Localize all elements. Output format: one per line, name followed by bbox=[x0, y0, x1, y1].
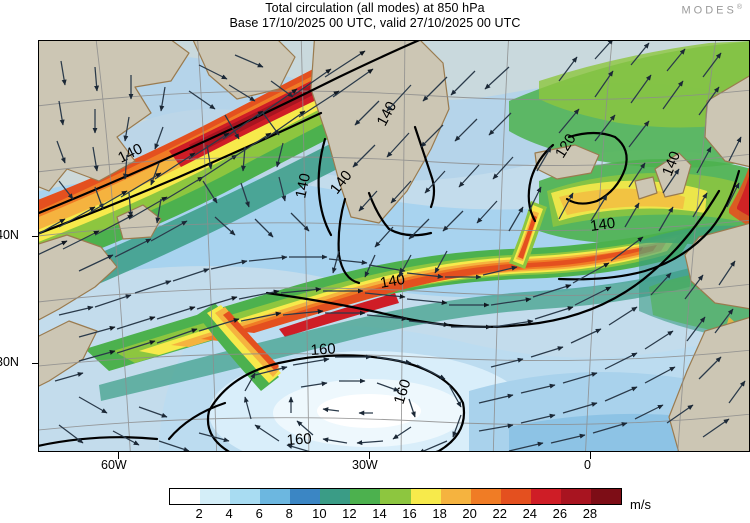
contour-label: 160 bbox=[310, 340, 336, 359]
colorbar-swatch-3 bbox=[260, 489, 291, 504]
colorbar-tick-26: 26 bbox=[552, 506, 568, 521]
colorbar-swatch-4 bbox=[290, 489, 321, 504]
chart-title: Total circulation (all modes) at 850 hPa bbox=[265, 1, 485, 15]
colorbar-tick-14: 14 bbox=[372, 506, 387, 521]
colorbar-tick-8: 8 bbox=[285, 506, 293, 521]
chart-subtitle: Base 17/10/2025 00 UTC, valid 27/10/2025… bbox=[229, 16, 521, 30]
colorbar-tick-22: 22 bbox=[492, 506, 507, 521]
map-canvas: 140 140 140 140 140 140 140 120 160 160 … bbox=[39, 41, 749, 451]
colorbar-tick-6: 6 bbox=[255, 506, 263, 521]
colorbar-tick-2: 2 bbox=[195, 506, 203, 521]
colorbar-tick-24: 24 bbox=[522, 506, 538, 521]
colorbar-tick-labels: 2 4 6 8 10 12 14 16 18 20 22 24 26 28 bbox=[169, 505, 620, 523]
colorbar-swatch-2 bbox=[230, 489, 261, 504]
colorbar-units: m/s bbox=[630, 497, 651, 512]
x-tick-30W bbox=[369, 452, 371, 459]
colorbar-swatch-9 bbox=[440, 489, 471, 504]
registered-mark-icon: ® bbox=[736, 4, 742, 11]
colorbar-tick-20: 20 bbox=[462, 506, 477, 521]
colorbar-swatch-8 bbox=[410, 489, 441, 504]
colorbar-tick-4: 4 bbox=[225, 506, 233, 521]
colorbar-swatch-14 bbox=[590, 489, 621, 504]
colorbar-tick-18: 18 bbox=[432, 506, 447, 521]
contour-label: 160 bbox=[391, 377, 415, 406]
colorbar-swatch-11 bbox=[500, 489, 531, 504]
contour-label: 140 bbox=[589, 215, 616, 235]
x-axis-label-30w: 30W bbox=[352, 458, 378, 472]
y-axis-label-30n: 30N bbox=[0, 355, 19, 369]
colorbar-swatch-0 bbox=[170, 489, 201, 504]
colorbar-swatch-12 bbox=[530, 489, 561, 504]
colorbar: 2 4 6 8 10 12 14 16 18 20 22 24 26 28 bbox=[169, 488, 622, 523]
y-tick-40N bbox=[32, 236, 39, 238]
contour-label: 140 bbox=[292, 172, 314, 200]
y-axis-label-40n: 40N bbox=[0, 228, 19, 242]
colorbar-tick-28: 28 bbox=[582, 506, 598, 521]
colorbar-swatch-6 bbox=[350, 489, 381, 504]
map-plot-area: 140 140 140 140 140 140 140 120 160 160 … bbox=[38, 40, 750, 452]
colorbar-swatch-10 bbox=[470, 489, 501, 504]
colorbar-swatch-1 bbox=[200, 489, 231, 504]
x-tick-0 bbox=[590, 452, 592, 459]
chart-title-block: Total circulation (all modes) at 850 hPa… bbox=[0, 1, 750, 31]
colorbar-tick-10: 10 bbox=[312, 506, 327, 521]
x-axis-label-0: 0 bbox=[584, 458, 591, 472]
colorbar-swatch-13 bbox=[560, 489, 591, 504]
colorbar-tick-12: 12 bbox=[342, 506, 357, 521]
colorbar-swatch-7 bbox=[380, 489, 411, 504]
x-tick-60W bbox=[118, 452, 120, 459]
colorbar-swatches bbox=[169, 488, 622, 505]
modes-logo-text: MODES bbox=[681, 4, 737, 17]
colorbar-swatch-5 bbox=[320, 489, 351, 504]
x-axis-label-60w: 60W bbox=[101, 458, 127, 472]
map-vector-layer: 140 140 140 140 140 140 140 120 160 160 … bbox=[39, 41, 749, 451]
colorbar-tick-16: 16 bbox=[402, 506, 417, 521]
modes-logo: MODES® bbox=[681, 4, 742, 17]
y-tick-30N bbox=[32, 363, 39, 365]
